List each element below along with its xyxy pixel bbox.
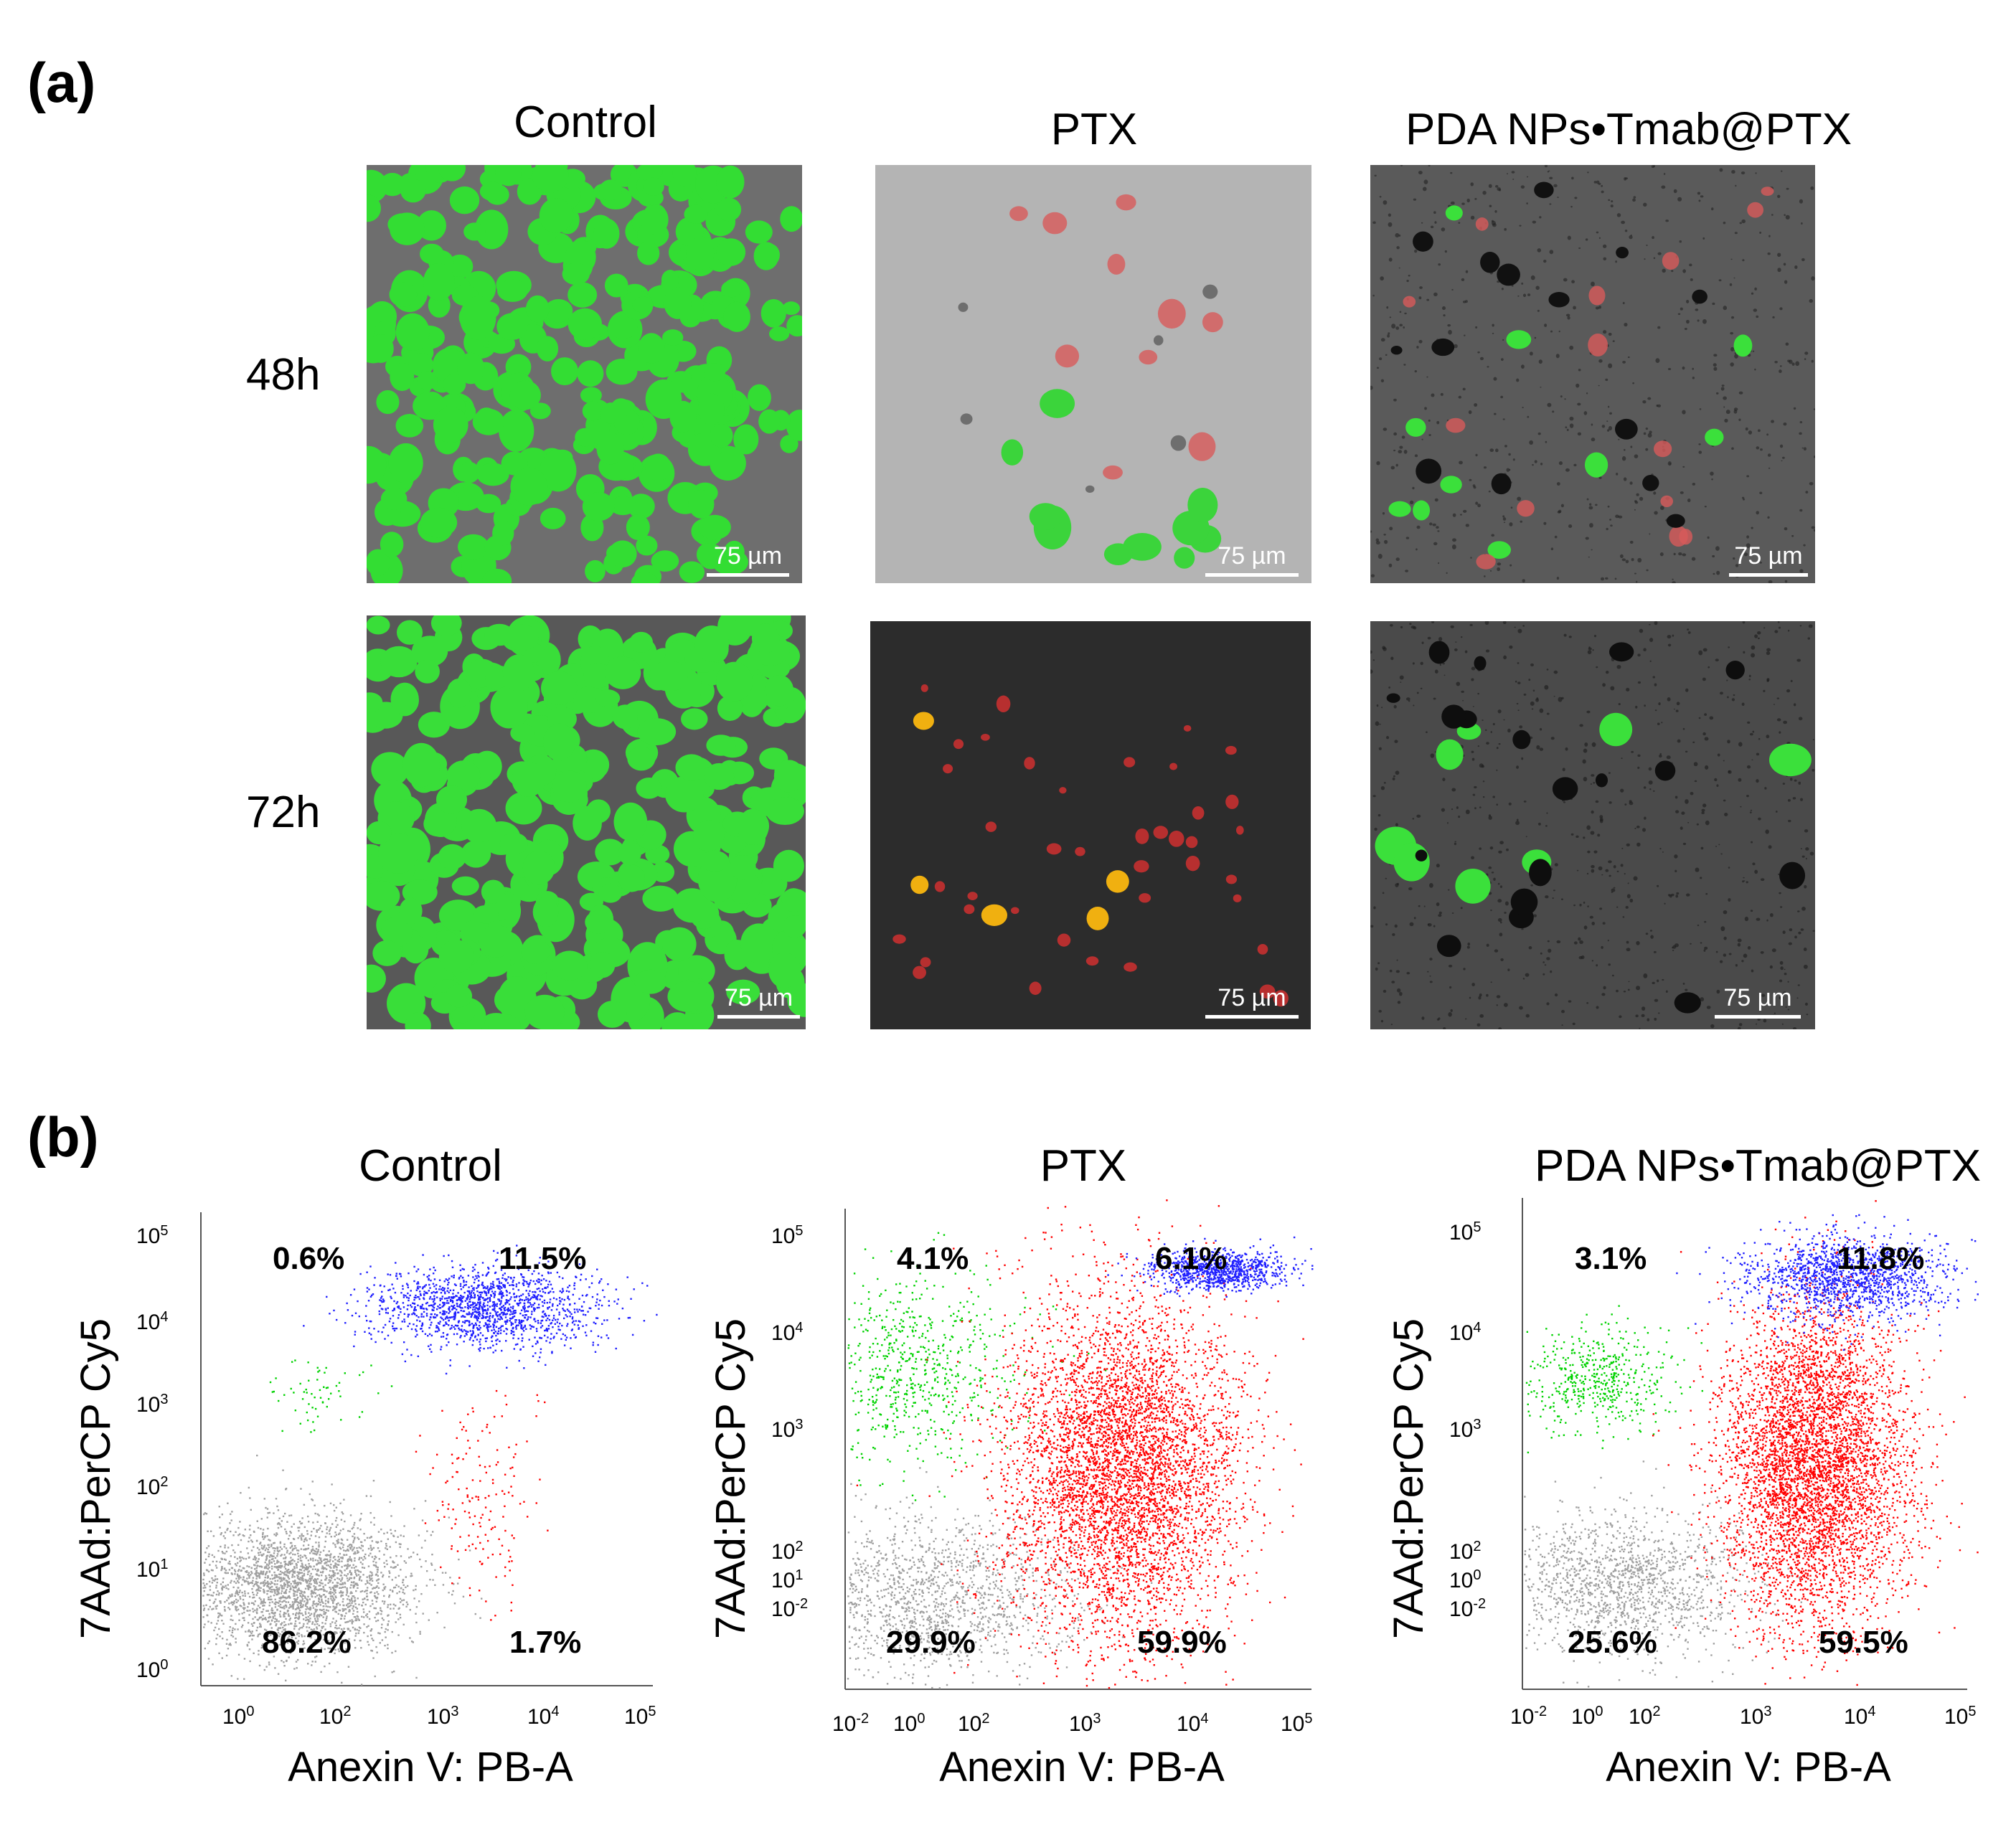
x-tick: 105 <box>624 1704 656 1729</box>
x-tick: 104 <box>1844 1704 1876 1729</box>
x-tick: 105 <box>1944 1704 1977 1729</box>
micrograph-image <box>367 615 806 1029</box>
quadrant-upper-left-ptx: 4.1% <box>897 1241 969 1277</box>
x-tick: 102 <box>319 1704 352 1729</box>
micrograph-pda-48h <box>1370 165 1815 583</box>
micrograph-ptx-48h <box>875 165 1311 583</box>
y-tick: 101 <box>136 1557 169 1582</box>
micrograph-control-72h <box>367 615 806 1029</box>
y-tick: 10-2 <box>1449 1596 1486 1622</box>
quadrant-lower-right-ptx: 59.9% <box>1137 1625 1227 1661</box>
micrograph-image <box>1370 621 1815 1029</box>
quadrant-upper-left-control: 0.6% <box>273 1241 344 1277</box>
y-tick: 102 <box>771 1539 804 1564</box>
quadrant-cloud-lower-left <box>202 1454 483 1686</box>
column-title-ptx: PTX <box>875 104 1313 155</box>
y-tick: 100 <box>136 1657 169 1683</box>
y-tick: 101 <box>771 1567 804 1593</box>
quadrant-lower-left-pda: 25.6% <box>1568 1625 1657 1661</box>
quadrant-lower-right-pda: 59.5% <box>1819 1625 1908 1661</box>
y-tick: 103 <box>1449 1417 1482 1443</box>
quadrant-cloud-lower-right <box>856 1199 1304 1689</box>
x-tick: 102 <box>958 1711 990 1737</box>
quadrant-upper-left-pda: 3.1% <box>1575 1241 1647 1277</box>
plot-title-pda: PDA NPs•Tmab@PTX <box>1507 1141 2009 1191</box>
micrograph-image <box>1370 165 1815 583</box>
column-title-pda: PDA NPs•Tmab@PTX <box>1363 104 1894 155</box>
y-axis-label-pda: 7AAd:PerCP Cy5 <box>1385 1318 1433 1639</box>
quadrant-cloud-lower-right <box>1652 1200 1979 1686</box>
scale-bar-ptx-72h: 75 µm <box>1205 984 1299 1019</box>
y-tick: 103 <box>136 1392 169 1417</box>
quadrant-upper-right-control: 11.5% <box>499 1241 586 1277</box>
scale-bar-control-72h: 75 µm <box>717 984 800 1019</box>
y-tick: 104 <box>136 1309 169 1335</box>
micrograph-pda-72h <box>1370 621 1815 1029</box>
x-tick: 102 <box>1629 1704 1661 1729</box>
quadrant-lower-left-control: 86.2% <box>262 1625 352 1661</box>
quadrant-cloud-upper-right <box>1676 1214 1979 1351</box>
y-tick: 105 <box>136 1223 169 1249</box>
micrograph-image <box>875 165 1311 583</box>
row-label-72h: 72h <box>246 787 320 838</box>
x-axis-label-ptx: Anexin V: PB-A <box>838 1743 1326 1791</box>
row-label-48h: 48h <box>246 349 320 400</box>
y-tick: 104 <box>771 1320 804 1346</box>
x-tick: 104 <box>527 1704 560 1729</box>
x-tick: 100 <box>1571 1704 1603 1729</box>
panel-b-letter: (b) <box>27 1105 99 1170</box>
plot-title-ptx: PTX <box>839 1141 1327 1191</box>
quadrant-lower-left-ptx: 29.9% <box>886 1625 976 1661</box>
y-axis-label-control: 7AAd:PerCP Cy5 <box>72 1318 120 1639</box>
x-tick: 103 <box>1069 1711 1101 1737</box>
x-tick: 100 <box>222 1704 255 1729</box>
flow-plot-pda <box>1522 1198 1979 1690</box>
scale-bar-pda-48h: 75 µm <box>1729 542 1808 577</box>
x-tick: 103 <box>427 1704 459 1729</box>
quadrant-upper-right-ptx: 6.1% <box>1155 1241 1227 1277</box>
x-axis-label-pda: Anexin V: PB-A <box>1515 1743 1982 1791</box>
y-tick: 105 <box>1449 1219 1482 1245</box>
column-title-control: Control <box>367 97 804 148</box>
quadrant-cloud-upper-left <box>269 1359 393 1433</box>
y-tick: 103 <box>771 1417 804 1443</box>
x-tick: 105 <box>1281 1711 1313 1737</box>
flow-plot-ptx <box>844 1199 1314 1690</box>
micrograph-ptx-72h <box>870 621 1311 1029</box>
quadrant-cloud-lower-right <box>415 1389 549 1621</box>
x-tick: 10-2 <box>832 1711 869 1737</box>
micrograph-image <box>870 621 1311 1029</box>
y-tick: 102 <box>136 1474 169 1500</box>
micrograph-control-48h <box>367 165 802 583</box>
y-tick: 100 <box>1449 1567 1482 1593</box>
quadrant-cloud-upper-left <box>847 1232 1107 1501</box>
y-tick: 102 <box>1449 1539 1482 1564</box>
x-tick: 103 <box>1740 1704 1772 1729</box>
panel-a-letter: (a) <box>27 50 95 115</box>
x-tick: 10-2 <box>1510 1704 1547 1729</box>
x-axis-label-control: Anexin V: PB-A <box>194 1743 667 1791</box>
quadrant-upper-right-pda: 11.8% <box>1837 1241 1924 1277</box>
quadrant-cloud-upper-right <box>303 1245 658 1375</box>
y-tick: 10-2 <box>771 1596 808 1622</box>
y-axis-label-ptx: 7AAd:PerCP Cy5 <box>707 1318 755 1639</box>
y-tick: 105 <box>771 1223 804 1249</box>
scale-bar-ptx-48h: 75 µm <box>1205 542 1299 577</box>
flow-plot-control <box>200 1212 658 1686</box>
x-tick: 100 <box>893 1711 925 1737</box>
plot-title-control: Control <box>187 1141 674 1191</box>
quadrant-cloud-upper-left <box>1525 1305 1704 1454</box>
x-tick: 104 <box>1177 1711 1209 1737</box>
quadrant-lower-right-control: 1.7% <box>509 1625 581 1661</box>
quadrant-cloud-lower-left <box>847 1467 1153 1689</box>
scale-bar-pda-72h: 75 µm <box>1715 984 1801 1019</box>
micrograph-image <box>367 165 802 583</box>
quadrant-cloud-upper-right <box>1107 1236 1314 1298</box>
y-tick: 104 <box>1449 1320 1482 1346</box>
scale-bar-control-48h: 75 µm <box>707 542 789 577</box>
